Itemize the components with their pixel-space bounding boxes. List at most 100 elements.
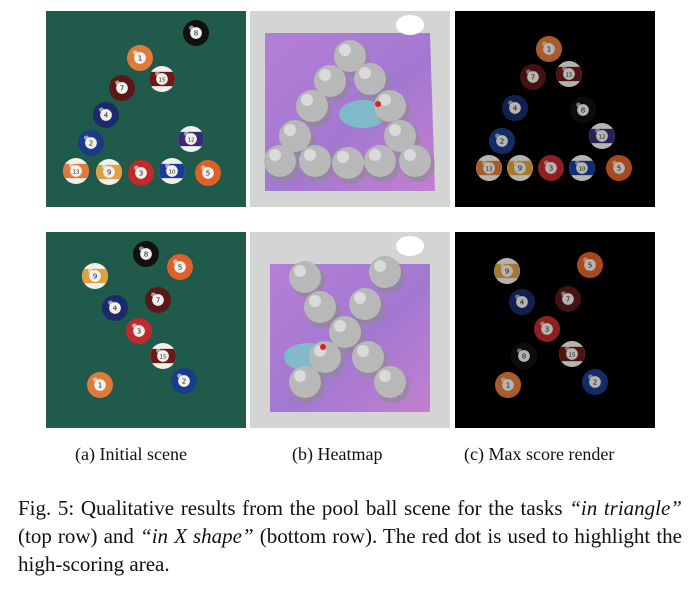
pool-ball-3: 3 bbox=[538, 155, 564, 181]
pool-ball-15: 15 bbox=[556, 61, 582, 87]
ball-number: 2 bbox=[182, 376, 187, 385]
pool-ball-4: 4 bbox=[102, 295, 128, 321]
ball-number: 1 bbox=[547, 44, 552, 53]
ball-shadow bbox=[374, 366, 410, 403]
panel-heatmap-triangle bbox=[250, 11, 450, 207]
ball-shadow bbox=[289, 366, 325, 403]
ball-number: 10 bbox=[579, 166, 586, 172]
ball-number: 2 bbox=[500, 136, 505, 145]
ball-number: 15 bbox=[159, 77, 166, 83]
ball-number: 3 bbox=[139, 168, 144, 177]
panel-render-triangle: 1 7 15 4 8 2 12 13 9 3 10 5 bbox=[455, 11, 655, 207]
ball-number: 4 bbox=[513, 103, 518, 112]
ball-shadow bbox=[364, 145, 400, 182]
pool-ball-8: 8 bbox=[570, 97, 596, 123]
ball-shadow bbox=[299, 145, 335, 182]
ball-number: 8 bbox=[581, 105, 586, 114]
ball-number: 7 bbox=[531, 72, 536, 81]
ball-shadow bbox=[399, 145, 435, 182]
ball-number: 8 bbox=[522, 351, 527, 360]
ball-number: 7 bbox=[566, 294, 571, 303]
ball-number: 1 bbox=[506, 380, 511, 389]
ball-shadow bbox=[314, 65, 350, 102]
pool-ball-1: 1 bbox=[87, 372, 113, 398]
pool-table-image: 8 9 5 4 7 3 15 1 2 bbox=[46, 232, 246, 428]
subcaption-b: (b) Heatmap bbox=[292, 444, 383, 464]
ball-number: 2 bbox=[89, 138, 94, 147]
pool-ball-3: 3 bbox=[126, 318, 152, 344]
subcaption-c: (c) Max score render bbox=[464, 444, 615, 464]
ball-number: 3 bbox=[545, 324, 550, 333]
red-dot-marker bbox=[320, 344, 326, 350]
caption-task-x: “in X shape” bbox=[140, 524, 254, 548]
pool-ball-15: 15 bbox=[149, 66, 175, 92]
pool-ball-5: 5 bbox=[606, 155, 632, 181]
ball-shadow bbox=[309, 341, 345, 378]
pool-ball-5: 5 bbox=[577, 252, 603, 278]
panel-render-x: 9 5 4 7 3 8 15 1 2 bbox=[455, 232, 655, 428]
ball-number: 5 bbox=[178, 262, 183, 271]
pool-ball-15: 15 bbox=[559, 341, 585, 367]
ball-number: 5 bbox=[206, 168, 211, 177]
pool-ball-8: 8 bbox=[133, 241, 159, 267]
panel-heatmap-x bbox=[250, 232, 450, 428]
ball-number: 2 bbox=[593, 377, 598, 386]
panel-initial-triangle: 8 1 15 7 4 2 12 13 9 3 10 5 bbox=[46, 11, 246, 207]
ball-shadow bbox=[332, 147, 368, 184]
ball-number: 13 bbox=[486, 166, 493, 172]
pool-ball-8: 8 bbox=[183, 20, 209, 46]
ball-number: 3 bbox=[549, 163, 554, 172]
pool-ball-2: 2 bbox=[582, 369, 608, 395]
ball-number: 12 bbox=[188, 137, 195, 143]
pool-ball-3: 3 bbox=[128, 160, 154, 186]
pool-ball-4: 4 bbox=[502, 95, 528, 121]
ball-number: 4 bbox=[520, 297, 525, 306]
pool-ball-9: 9 bbox=[82, 263, 108, 289]
ball-number: 9 bbox=[518, 163, 523, 172]
ball-number: 3 bbox=[137, 326, 142, 335]
ball-number: 10 bbox=[169, 169, 176, 175]
render-image: 9 5 4 7 3 8 15 1 2 bbox=[455, 232, 655, 428]
caption-mid2: (bottom row). The red dot is used to hig… bbox=[18, 524, 682, 576]
ball-number: 8 bbox=[194, 28, 199, 37]
pool-ball-13: 13 bbox=[63, 158, 89, 184]
ball-shadow bbox=[289, 261, 325, 298]
ball-number: 7 bbox=[156, 295, 161, 304]
pool-ball-13: 13 bbox=[476, 155, 502, 181]
pool-ball-10: 10 bbox=[569, 155, 595, 181]
pool-ball-4: 4 bbox=[509, 289, 535, 315]
pool-ball-9: 9 bbox=[507, 155, 533, 181]
pool-ball-8: 8 bbox=[511, 343, 537, 369]
pool-ball-1: 1 bbox=[495, 372, 521, 398]
pool-ball-2: 2 bbox=[171, 368, 197, 394]
pool-ball-2: 2 bbox=[78, 130, 104, 156]
ball-shadow bbox=[329, 316, 365, 353]
caption-task-triangle: “in triangle” bbox=[569, 496, 682, 520]
ball-number: 5 bbox=[617, 163, 622, 172]
ball-number: 12 bbox=[599, 134, 606, 140]
ball-number: 15 bbox=[160, 354, 167, 360]
ball-shadow bbox=[296, 90, 332, 127]
pool-table-image: 8 1 15 7 4 2 12 13 9 3 10 5 bbox=[46, 11, 246, 207]
pool-ball-12: 12 bbox=[178, 126, 204, 152]
caption-mid1: (top row) and bbox=[18, 524, 141, 548]
panel-initial-x: 8 9 5 4 7 3 15 1 2 bbox=[46, 232, 246, 428]
pool-ball-12: 12 bbox=[589, 123, 615, 149]
ball-shadow bbox=[352, 341, 388, 378]
pool-ball-9: 9 bbox=[494, 258, 520, 284]
pool-ball-9: 9 bbox=[96, 159, 122, 185]
pool-ball-5: 5 bbox=[195, 160, 221, 186]
ball-number: 9 bbox=[107, 167, 112, 176]
ball-shadow bbox=[304, 291, 340, 328]
pool-ball-2: 2 bbox=[489, 128, 515, 154]
pool-ball-5: 5 bbox=[167, 254, 193, 280]
ball-number: 1 bbox=[98, 380, 103, 389]
ball-shadow bbox=[354, 63, 390, 100]
ball-number: 8 bbox=[144, 249, 149, 258]
ball-number: 4 bbox=[104, 110, 109, 119]
ball-number: 7 bbox=[120, 83, 125, 92]
pool-ball-3: 3 bbox=[534, 316, 560, 342]
ball-number: 4 bbox=[113, 303, 118, 312]
pool-ball-1: 1 bbox=[536, 36, 562, 62]
pool-ball-7: 7 bbox=[520, 64, 546, 90]
